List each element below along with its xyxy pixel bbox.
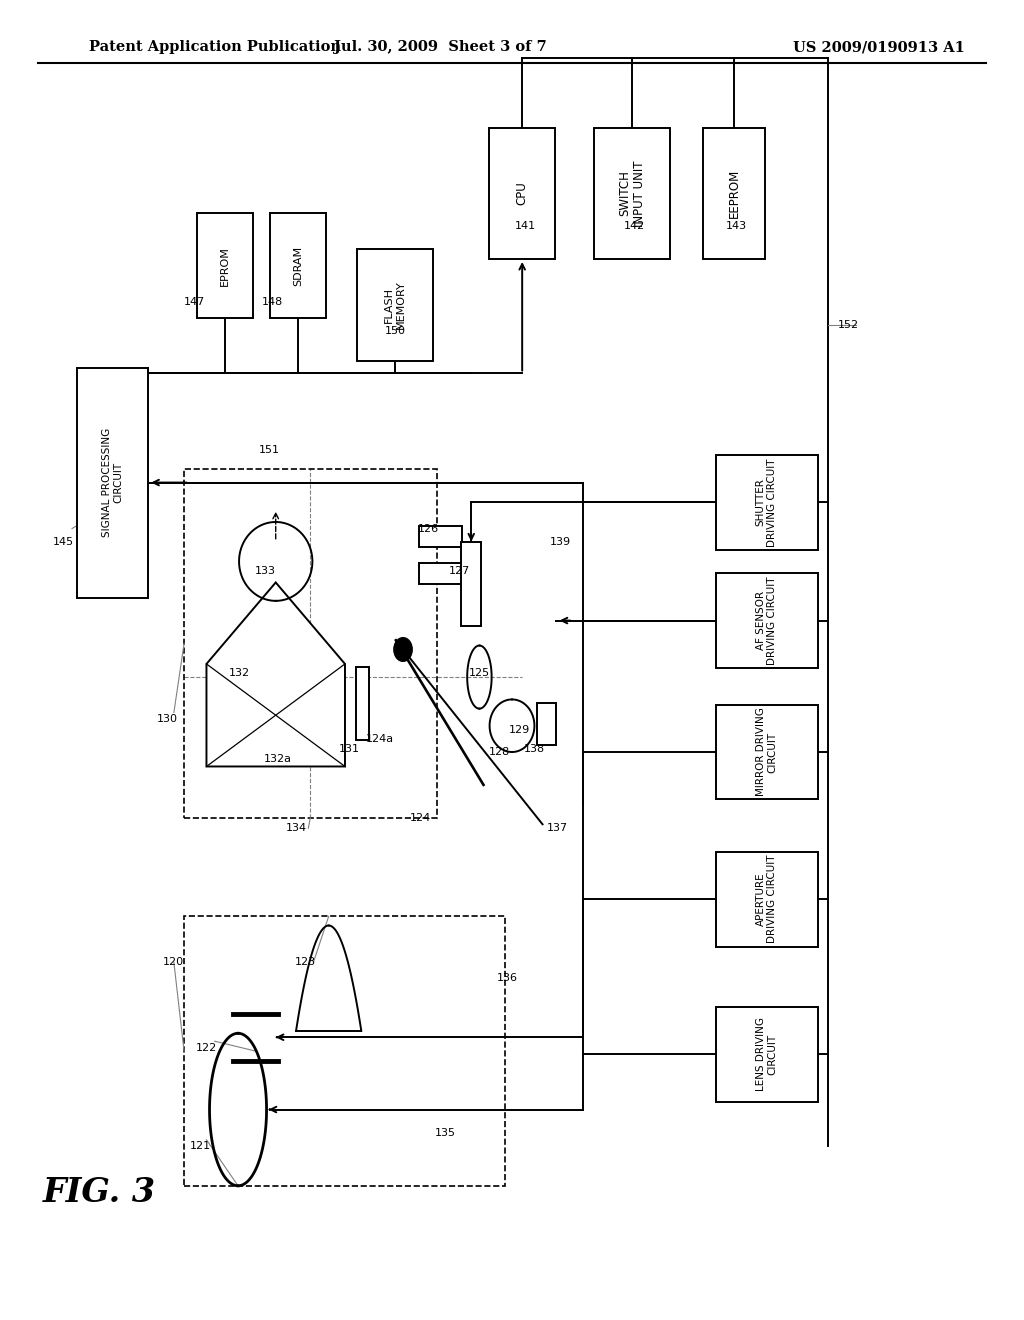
Text: 147: 147 [183, 297, 205, 308]
Text: FLASH
MEMORY: FLASH MEMORY [384, 281, 406, 330]
Circle shape [394, 638, 413, 661]
Text: SDRAM: SDRAM [293, 246, 303, 285]
Bar [355, 667, 369, 739]
Text: Jul. 30, 2009  Sheet 3 of 7: Jul. 30, 2009 Sheet 3 of 7 [334, 41, 547, 54]
Text: 139: 139 [550, 537, 571, 546]
Bar [461, 541, 481, 626]
Text: 121: 121 [189, 1142, 211, 1151]
Bar [716, 573, 817, 668]
Bar [197, 213, 253, 318]
Bar [356, 249, 433, 360]
Text: 127: 127 [449, 565, 470, 576]
Text: 148: 148 [262, 297, 284, 308]
Text: 136: 136 [497, 973, 517, 983]
Text: SHUTTER
DRIVING CIRCUIT: SHUTTER DRIVING CIRCUIT [756, 458, 777, 546]
Text: 124: 124 [410, 813, 431, 822]
Text: EPROM: EPROM [220, 246, 229, 285]
Text: 129: 129 [509, 725, 529, 735]
Text: 123: 123 [295, 957, 315, 968]
Bar [77, 367, 148, 598]
Text: 128: 128 [489, 747, 510, 756]
Bar [184, 470, 436, 817]
Text: 120: 120 [163, 957, 184, 968]
Text: 145: 145 [53, 537, 75, 546]
Bar [270, 213, 326, 318]
Polygon shape [207, 582, 345, 767]
Bar [538, 704, 556, 746]
Text: 124a: 124a [366, 734, 393, 744]
Text: SWITCH
INPUT UNIT: SWITCH INPUT UNIT [618, 160, 646, 227]
Text: APERTURE
DRIVING CIRCUIT: APERTURE DRIVING CIRCUIT [756, 855, 777, 944]
Text: 131: 131 [339, 744, 359, 755]
Text: 132: 132 [228, 668, 250, 678]
Text: SIGNAL PROCESSING
CIRCUIT: SIGNAL PROCESSING CIRCUIT [102, 428, 124, 537]
Bar [716, 1007, 817, 1102]
Text: MIRROR DRIVING
CIRCUIT: MIRROR DRIVING CIRCUIT [756, 708, 777, 796]
Bar [489, 128, 555, 259]
Bar [716, 455, 817, 549]
Text: 137: 137 [547, 824, 568, 833]
Bar [184, 916, 505, 1185]
Text: FIG. 3: FIG. 3 [43, 1176, 156, 1209]
Bar [594, 128, 671, 259]
Text: CPU: CPU [516, 181, 528, 205]
Text: 126: 126 [418, 524, 439, 533]
Text: 151: 151 [259, 445, 281, 454]
Bar [716, 705, 817, 800]
Bar [419, 562, 462, 583]
Text: 152: 152 [838, 319, 859, 330]
Text: 130: 130 [158, 714, 178, 725]
Text: 142: 142 [624, 222, 645, 231]
Text: EEPROM: EEPROM [727, 169, 740, 218]
Text: Patent Application Publication: Patent Application Publication [89, 41, 341, 54]
Text: 135: 135 [435, 1129, 457, 1138]
Text: 143: 143 [725, 222, 746, 231]
Text: 150: 150 [384, 326, 406, 337]
Text: 134: 134 [286, 824, 306, 833]
Text: US 2009/0190913 A1: US 2009/0190913 A1 [793, 41, 965, 54]
Text: 132a: 132a [264, 754, 292, 763]
Text: AF SENSOR
DRIVING CIRCUIT: AF SENSOR DRIVING CIRCUIT [756, 577, 777, 665]
Bar [419, 525, 462, 546]
Text: 133: 133 [255, 565, 276, 576]
Bar [703, 128, 765, 259]
Text: 125: 125 [469, 668, 489, 678]
Text: 141: 141 [515, 222, 536, 231]
Text: 138: 138 [524, 744, 545, 755]
Bar [716, 851, 817, 946]
Text: 122: 122 [196, 1043, 217, 1053]
Text: LENS DRIVING
CIRCUIT: LENS DRIVING CIRCUIT [756, 1018, 777, 1092]
